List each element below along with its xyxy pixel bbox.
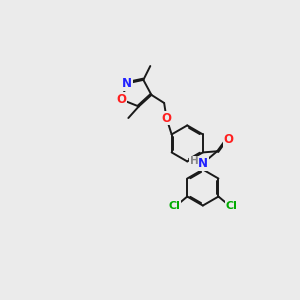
Text: H: H (190, 156, 198, 167)
Text: Cl: Cl (226, 201, 238, 211)
Text: Cl: Cl (168, 201, 180, 211)
Text: N: N (122, 77, 132, 90)
Text: O: O (116, 93, 126, 106)
Text: O: O (224, 133, 234, 146)
Text: O: O (161, 112, 172, 124)
Text: N: N (198, 157, 208, 170)
